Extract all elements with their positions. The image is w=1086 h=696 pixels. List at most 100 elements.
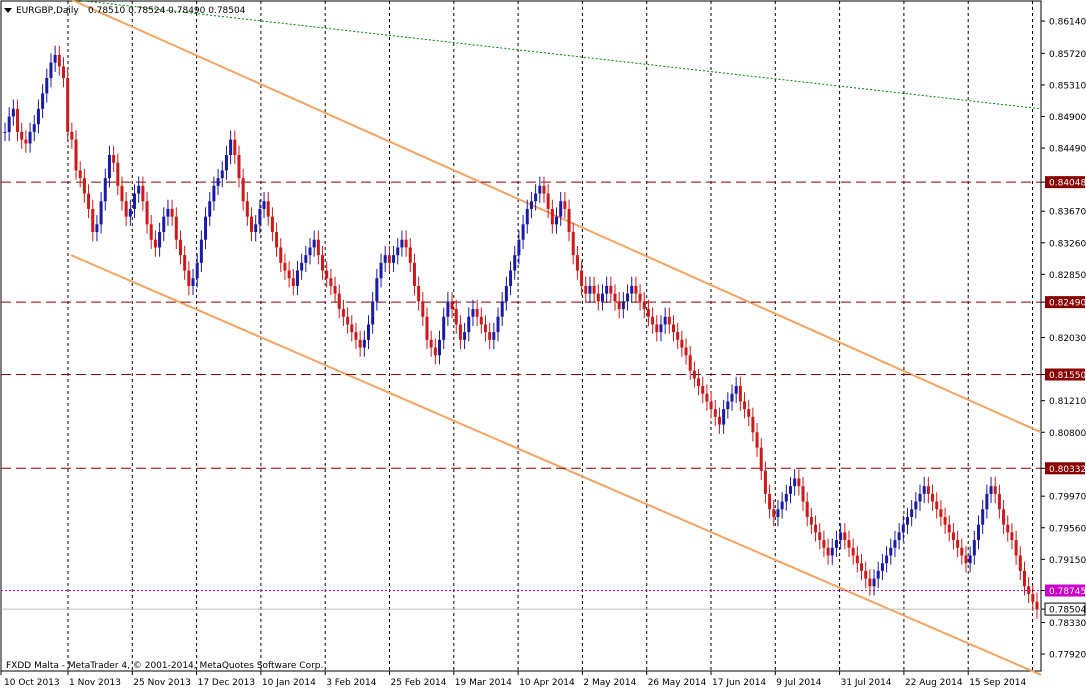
candle-bull <box>910 509 914 517</box>
candle-bear <box>655 324 659 333</box>
candle-bear <box>387 255 391 263</box>
time-axis[interactable]: 10 Oct 2013 1 Nov 2013 25 Nov 2013 17 Dec 2… <box>0 671 1027 688</box>
x-tick-label: 15 Sep 2014 <box>969 678 1026 688</box>
ohlc-label: 0.78510 0.78524 0.78490 0.78504 <box>88 6 246 16</box>
candle-bull <box>893 540 897 548</box>
price-label: 0.78504 <box>1049 606 1086 616</box>
candle-bull <box>304 255 308 263</box>
candle-bear <box>488 332 492 340</box>
candle-bull <box>630 285 634 294</box>
candle-bear <box>855 555 859 564</box>
candle-bear <box>16 108 20 132</box>
candle-bull <box>463 332 467 340</box>
candle-bear <box>667 316 671 325</box>
candle-bear <box>404 239 408 248</box>
candle-bull <box>897 532 901 541</box>
candle-bull <box>262 201 266 209</box>
y-tick-label: 0.79970 <box>1049 493 1086 503</box>
candle-bear <box>755 432 759 448</box>
candle-bull <box>199 239 203 263</box>
candle-bull <box>784 493 788 502</box>
candle-bull <box>300 262 304 271</box>
candle-bear <box>931 493 935 502</box>
candle-bull <box>555 216 559 225</box>
candle-bull <box>375 278 379 302</box>
price-label: 0.78745 <box>1049 587 1086 597</box>
candle-bull <box>509 270 513 286</box>
candle-bull <box>901 524 905 533</box>
candle-bull <box>889 547 893 556</box>
trendline-dotted-green[interactable] <box>71 0 1042 110</box>
candle-bear <box>1002 509 1006 525</box>
candle-bear <box>354 332 358 340</box>
candle-bear <box>325 270 329 279</box>
candle-bull <box>366 324 370 340</box>
candle-bear <box>170 208 174 217</box>
candle-bear <box>124 201 128 217</box>
x-tick-label: 2 May 2014 <box>583 678 636 688</box>
candle-bear <box>797 478 801 487</box>
candle-bear <box>116 162 120 186</box>
candle-bear <box>768 493 772 510</box>
candle-bull <box>49 62 53 79</box>
candle-bear <box>1031 593 1035 602</box>
candle-bull <box>496 316 500 333</box>
candle-bear <box>705 393 709 402</box>
candle-bull <box>529 201 533 209</box>
x-tick-label: 25 Feb 2014 <box>391 678 447 688</box>
y-tick-label: 0.84900 <box>1049 113 1086 123</box>
candle-bull <box>467 316 471 333</box>
candle-bear <box>1022 570 1026 587</box>
candle-bear <box>542 185 546 194</box>
candle-bear <box>321 255 325 271</box>
dropdown-triangle-icon[interactable] <box>4 8 12 13</box>
candle-bull <box>446 301 450 317</box>
candle-bear <box>638 293 642 302</box>
candle-bear <box>266 201 270 217</box>
candle-bear <box>270 216 274 233</box>
candle-bear <box>91 208 95 233</box>
price-label-bg <box>1044 602 1086 616</box>
y-tick-label: 0.83670 <box>1049 208 1086 218</box>
candle-bear <box>609 285 613 294</box>
candle-bear <box>1014 540 1018 556</box>
candle-bear <box>864 570 868 579</box>
candle-bear <box>814 524 818 533</box>
candle-bear <box>241 178 245 202</box>
candle-bull <box>830 547 834 556</box>
candle-bull <box>7 116 11 132</box>
candle-bear <box>250 216 254 233</box>
candle-bull <box>28 131 32 144</box>
candle-bear <box>843 532 847 541</box>
trendline-upper-channel[interactable] <box>70 0 1042 434</box>
candle-bull <box>722 409 726 425</box>
candle-bull <box>158 232 162 248</box>
candle-bear <box>412 262 416 286</box>
candle-bear <box>425 316 429 340</box>
candle-bull <box>985 493 989 510</box>
candle-bear <box>1006 524 1010 533</box>
y-tick-label: 0.82850 <box>1049 271 1086 281</box>
y-tick-label: 0.84490 <box>1049 145 1086 155</box>
price-label: 0.81550 <box>1049 371 1086 381</box>
candle-bull <box>834 540 838 548</box>
candle-bear <box>964 555 968 564</box>
candle-bull <box>254 224 258 233</box>
candle-bear <box>584 285 588 294</box>
candle-bear <box>74 139 78 171</box>
candle-bull <box>53 54 57 63</box>
trendline-lower-channel[interactable] <box>70 254 1042 676</box>
candle-bear <box>580 270 584 286</box>
candle-bear <box>680 339 684 348</box>
price-axis[interactable]: 0.86140 0.85720 0.85310 0.84900 0.84490 0.840… <box>1041 18 1086 661</box>
candle-bear <box>575 255 579 271</box>
header-title: EURGBP,Daily 0.78510 0.78524 0.78490 0.7… <box>4 6 246 16</box>
price-label-bg <box>1045 176 1085 189</box>
candle-bull <box>220 170 224 179</box>
candle-bear <box>571 232 575 256</box>
candle-bull <box>968 555 972 564</box>
y-tick-label: 0.81210 <box>1049 397 1086 407</box>
x-tick-label: 3 Feb 2014 <box>326 678 377 688</box>
